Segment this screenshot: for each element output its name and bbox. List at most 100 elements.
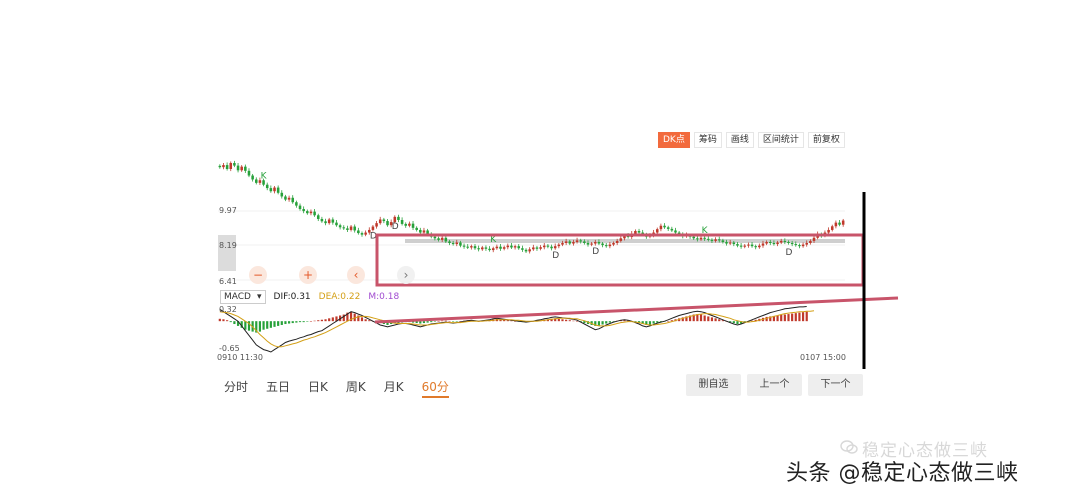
candle-body [608, 244, 612, 247]
tab-forward-adjust[interactable]: 前复权 [807, 132, 845, 148]
macd-bar [597, 321, 601, 326]
candle [229, 161, 233, 172]
candle-body [306, 211, 309, 214]
macd-bar [415, 321, 418, 324]
macd-bar [357, 315, 360, 322]
candle-body [677, 232, 681, 235]
macd-bar [313, 320, 316, 322]
scroll-right-button[interactable]: › [397, 266, 415, 284]
candle-body [834, 222, 838, 227]
macd-bar [568, 320, 571, 322]
macd-bar [459, 321, 462, 322]
candle [327, 217, 331, 225]
candle [601, 241, 604, 248]
macd-bar [444, 320, 447, 322]
macd-legend: MACD ▾ DIF:0.31 DEA:0.22 M:0.18 [220, 290, 399, 304]
macd-bar [718, 319, 721, 322]
dea-value: DEA:0.22 [318, 292, 361, 302]
candle-body [732, 242, 736, 245]
macd-bar [255, 321, 258, 333]
candle [273, 186, 276, 194]
candle [772, 240, 776, 246]
candle-body [360, 233, 364, 235]
tab-dk-point[interactable]: DK点 [658, 132, 690, 148]
candle-body [488, 248, 491, 251]
candle-body [284, 196, 287, 200]
time-start: 0910 11:30 [217, 353, 263, 362]
candle [768, 239, 772, 246]
candle [233, 160, 236, 168]
tab-daily-k[interactable]: 日K [308, 380, 328, 394]
zoom-out-button[interactable]: − [249, 266, 267, 284]
scroll-left-button[interactable]: ‹ [347, 266, 365, 284]
candle [805, 240, 808, 247]
period-tabs: 分时 五日 日K 周K 月K 60分 [224, 378, 449, 398]
candle-body [787, 241, 790, 244]
candle [615, 238, 619, 246]
tab-draw-line[interactable]: 画线 [725, 132, 754, 148]
previous-stock-button[interactable]: 上一个 [747, 374, 802, 396]
dk-markers: K D D K D D K D [261, 172, 793, 261]
macd-bar [667, 321, 670, 322]
candle [295, 200, 298, 208]
candle [776, 240, 779, 247]
candle-body [419, 229, 422, 233]
candle-body [291, 197, 295, 203]
dif-line [219, 306, 807, 353]
macd-bar [681, 317, 684, 322]
price-slider-handle[interactable] [218, 235, 236, 271]
macd-bar [262, 321, 265, 330]
candle [579, 238, 582, 244]
candle [364, 230, 367, 237]
macd-bar [732, 321, 735, 324]
next-stock-button[interactable]: 下一个 [808, 374, 863, 396]
tab-monthly-k[interactable]: 月K [383, 380, 404, 394]
candle [298, 203, 302, 211]
tab-weekly-k[interactable]: 周K [345, 380, 366, 394]
candle [699, 236, 703, 241]
candle-body [612, 243, 615, 245]
candle [236, 162, 240, 173]
indicator-select[interactable]: MACD ▾ [220, 290, 266, 304]
candle-body [535, 247, 539, 249]
macd-bar [266, 321, 269, 329]
macd-bar [324, 319, 327, 322]
candle-body [302, 209, 305, 212]
tab-chips[interactable]: 筹码 [693, 132, 722, 148]
candle-body [739, 245, 743, 247]
candle-body [601, 243, 604, 246]
candle [302, 206, 305, 214]
m-value: M:0.18 [368, 292, 400, 302]
candle [360, 231, 364, 237]
candle-body [805, 243, 808, 245]
candle [473, 244, 477, 250]
candle [262, 178, 265, 187]
candle-body [422, 230, 426, 233]
candle [710, 238, 714, 244]
tab-intraday[interactable]: 分时 [224, 380, 249, 394]
macd-bar [794, 313, 797, 322]
candle-body [269, 188, 273, 192]
candle-body [513, 246, 517, 248]
candle [521, 245, 524, 252]
candle-body [404, 223, 408, 226]
candle [276, 185, 280, 195]
delete-watchlist-button[interactable]: 删自选 [686, 374, 741, 396]
macd-bar [721, 320, 724, 322]
tab-five-day[interactable]: 五日 [266, 380, 291, 394]
tab-60min[interactable]: 60分 [421, 378, 449, 398]
candle [841, 218, 845, 227]
macd-bar [641, 321, 644, 325]
macd-bar [769, 316, 772, 322]
candle [812, 235, 816, 244]
candle [790, 240, 794, 247]
action-buttons: 删自选 上一个 下一个 [686, 374, 863, 396]
candle [247, 168, 251, 178]
candle [758, 243, 761, 249]
candle-body [572, 241, 575, 244]
zoom-in-button[interactable]: + [299, 266, 317, 284]
macd-bar [222, 319, 225, 322]
candle-body [670, 228, 674, 231]
tab-range-stats[interactable]: 区间统计 [757, 132, 804, 148]
